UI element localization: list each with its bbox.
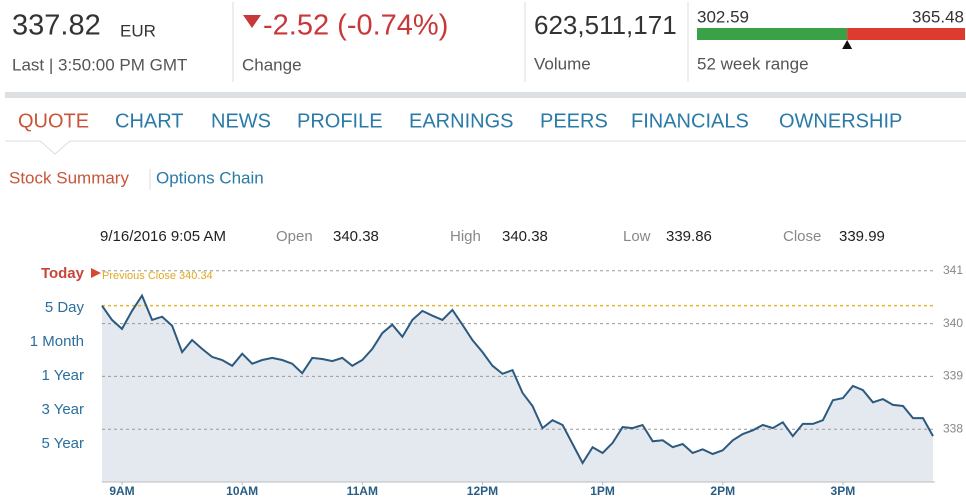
- range-low-part: [697, 28, 848, 40]
- volume: 623,511,171: [534, 10, 677, 40]
- close-value: 339.99: [839, 228, 885, 245]
- x-tick-label: 11AM: [347, 484, 378, 498]
- x-tick-label: 1PM: [590, 484, 615, 498]
- y-tick-label: 340: [943, 316, 963, 330]
- tab-underline: [5, 140, 966, 155]
- subtab[interactable]: Options Chain: [156, 168, 264, 187]
- range-high-part: [847, 28, 965, 40]
- range-button[interactable]: 5 Year: [41, 435, 84, 452]
- range-button[interactable]: 1 Year: [41, 367, 84, 384]
- price-line: [101, 293, 934, 465]
- area-fill: [102, 295, 933, 482]
- chart: 338 339 340 341 Previous Close 340.34 9AM 10AM…: [91, 263, 963, 498]
- y-tick-label: 341: [943, 263, 963, 277]
- x-tick-label: 10AM: [226, 484, 258, 498]
- range-bar: [697, 28, 965, 49]
- volume-label: Volume: [534, 54, 591, 73]
- range-button[interactable]: 1 Month: [30, 333, 84, 350]
- currency: EUR: [120, 21, 156, 40]
- range-button[interactable]: 5 Day: [45, 299, 85, 316]
- reference-label: Previous Close 340.34: [102, 270, 213, 282]
- range-buttons: Today 5 Day 1 Month 1 Year 3 Year 5 Year: [30, 265, 85, 452]
- subtab[interactable]: Stock Summary: [9, 168, 129, 187]
- range-low: 302.59: [697, 7, 749, 26]
- divider: [5, 92, 966, 98]
- y-tick-label: 339: [943, 369, 963, 383]
- range-high: 365.48: [912, 7, 964, 26]
- change-label: Change: [242, 55, 302, 74]
- price: 337.82: [12, 10, 101, 42]
- open-label: Open: [276, 228, 313, 245]
- x-tick-label: 9AM: [109, 484, 134, 498]
- x-tick-label: 12PM: [467, 484, 498, 498]
- quote-date: 9/16/2016 9:05 AM: [100, 228, 226, 245]
- tab[interactable]: QUOTE: [18, 110, 89, 132]
- high-value: 340.38: [502, 228, 548, 245]
- range-label: 52 week range: [697, 54, 809, 73]
- close-label: Close: [783, 228, 821, 245]
- tab[interactable]: PROFILE: [297, 110, 383, 132]
- x-tick-label: 2PM: [710, 484, 735, 498]
- range-button[interactable]: Today: [41, 265, 85, 282]
- tab[interactable]: OWNERSHIP: [779, 110, 902, 132]
- high-label: High: [450, 228, 481, 245]
- tab[interactable]: PEERS: [540, 110, 608, 132]
- range-marker: [842, 40, 853, 49]
- tab[interactable]: FINANCIALS: [631, 110, 749, 132]
- tabs: QUOTE CHART NEWS PROFILE EARNINGS PEERS FINANC…: [18, 110, 902, 132]
- last-time: Last | 3:50:00 PM GMT: [12, 55, 187, 74]
- low-label: Low: [623, 228, 651, 245]
- tab[interactable]: NEWS: [211, 110, 271, 132]
- reference-pointer: [91, 268, 101, 278]
- low-value: 339.86: [666, 228, 712, 245]
- tab[interactable]: CHART: [115, 110, 184, 132]
- y-tick-label: 338: [943, 421, 963, 435]
- down-arrow: [243, 15, 261, 28]
- change: -2.52 (-0.74%): [263, 10, 448, 42]
- range-button[interactable]: 3 Year: [41, 401, 84, 418]
- x-tick-label: 3PM: [831, 484, 856, 498]
- tab[interactable]: EARNINGS: [409, 110, 513, 132]
- open-value: 340.38: [333, 228, 379, 245]
